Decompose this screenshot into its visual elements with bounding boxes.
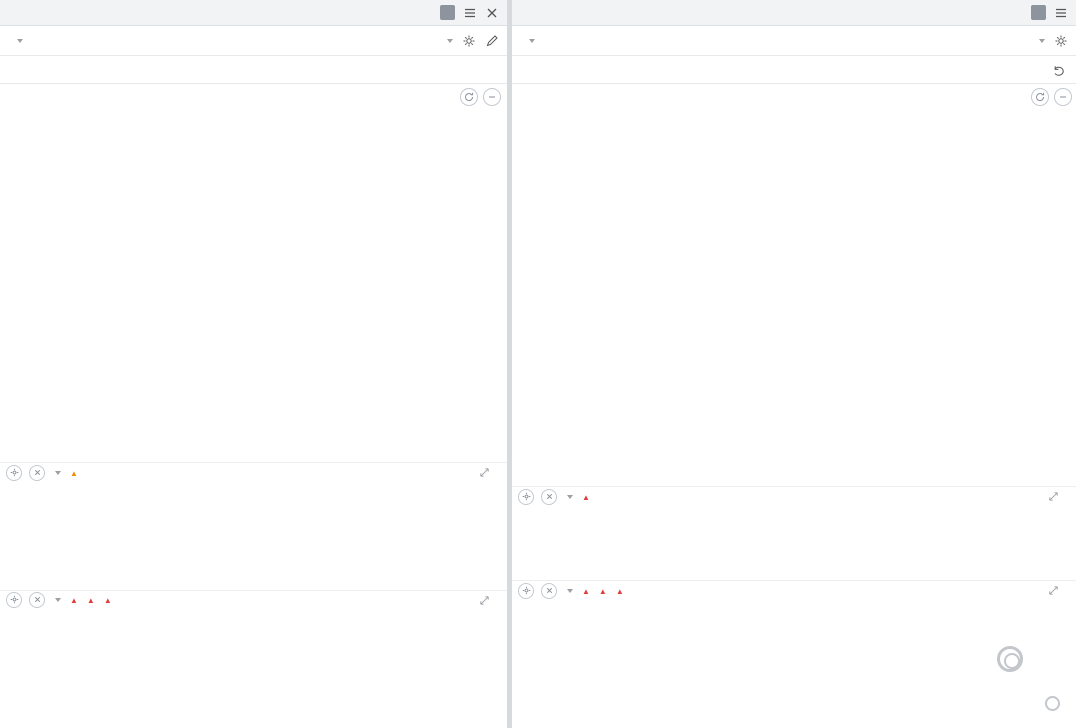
vol-value: ▲	[580, 491, 590, 503]
period-toolbar	[0, 26, 507, 56]
panel-a50: ▲ ▲ ▲ ▲	[0, 0, 507, 728]
volume-pane-header: ▲	[512, 486, 1076, 506]
macd-pane-header: ▲ ▲ ▲	[0, 590, 507, 608]
tiger-logo-icon	[997, 646, 1023, 672]
up-triangle-icon: ▲	[582, 586, 590, 596]
up-triangle-icon: ▲	[615, 586, 624, 596]
refresh-icon[interactable]	[1031, 88, 1049, 106]
pane-resize-icon[interactable]	[478, 594, 491, 607]
dif-value: ▲	[580, 585, 590, 597]
indicator-name-mavol[interactable]	[564, 494, 573, 499]
up-triangle-icon: ▲	[70, 468, 78, 478]
chevron-down-icon	[55, 597, 61, 602]
indicator-name-mavol[interactable]	[52, 470, 61, 475]
indicator-settings-icon[interactable]	[6, 591, 22, 608]
refresh-icon[interactable]	[460, 88, 478, 106]
up-triangle-icon: ▲	[582, 492, 590, 502]
main-chart-hsi[interactable]	[512, 84, 1076, 486]
undo-icon[interactable]	[1052, 63, 1066, 77]
main-chart-a50[interactable]	[0, 84, 507, 462]
volume-chart-hsi[interactable]	[512, 506, 1076, 580]
macd-chart-hsi[interactable]	[512, 600, 1076, 728]
dif-value: ▲	[68, 594, 78, 606]
indicator-settings-icon[interactable]	[6, 464, 22, 481]
chart-zone-hsi: ▲ ▲ ▲ ▲	[512, 84, 1076, 728]
zoom-out-icon[interactable]	[1054, 88, 1072, 106]
titlebar-a50	[0, 0, 507, 26]
window-number-badge[interactable]	[440, 5, 455, 20]
author-avatar-icon	[1045, 696, 1060, 711]
up-triangle-icon: ▲	[103, 595, 112, 605]
drawing-toolbar	[512, 56, 1076, 84]
chevron-down-icon	[1039, 39, 1045, 44]
volume-pane-header: ▲	[0, 462, 507, 482]
layout-list-icon[interactable]	[463, 6, 477, 20]
close-icon[interactable]	[485, 6, 499, 20]
indicator-close-icon[interactable]	[29, 591, 45, 608]
indicator-settings-icon[interactable]	[518, 488, 534, 505]
chart-quick-icons	[1031, 88, 1072, 106]
up-triangle-icon: ▲	[86, 595, 95, 605]
settings-gear-icon[interactable]	[1054, 34, 1068, 48]
macd-value: ▲	[102, 594, 112, 606]
interval-selector[interactable]	[520, 34, 541, 48]
display-menu[interactable]	[444, 34, 453, 48]
chevron-down-icon	[529, 39, 535, 44]
interval-selector[interactable]	[8, 34, 29, 48]
indicator-close-icon[interactable]	[29, 464, 45, 481]
dea-value: ▲	[85, 594, 95, 606]
chevron-down-icon	[447, 39, 453, 44]
chevron-down-icon	[17, 39, 23, 44]
vol-value: ▲	[68, 467, 78, 479]
pane-resize-icon[interactable]	[1047, 584, 1060, 597]
chart-quick-icons	[460, 88, 501, 106]
up-triangle-icon: ▲	[598, 586, 607, 596]
author-watermark	[1045, 696, 1066, 711]
macd-pane-header: ▲ ▲ ▲	[512, 580, 1076, 600]
panel-hsi: ▲ ▲ ▲ ▲	[512, 0, 1076, 728]
period-toolbar	[512, 26, 1076, 56]
macd-chart-a50[interactable]	[0, 608, 507, 728]
display-menu[interactable]	[1036, 34, 1045, 48]
chart-zone-a50: ▲ ▲ ▲ ▲	[0, 84, 507, 728]
dea-value: ▲	[597, 585, 607, 597]
drawing-toolbar	[0, 56, 507, 84]
zoom-out-icon[interactable]	[483, 88, 501, 106]
chevron-down-icon	[567, 588, 573, 593]
pane-resize-icon[interactable]	[478, 466, 491, 479]
pane-resize-icon[interactable]	[1047, 490, 1060, 503]
window-number-badge[interactable]	[1031, 5, 1046, 20]
indicator-settings-icon[interactable]	[518, 582, 534, 599]
indicator-close-icon[interactable]	[541, 488, 557, 505]
indicator-name-macd[interactable]	[564, 588, 573, 593]
titlebar-hsi	[512, 0, 1076, 26]
tiger-community-watermark	[997, 646, 1032, 672]
volume-chart-a50[interactable]	[0, 482, 507, 590]
layout-list-icon[interactable]	[1054, 6, 1068, 20]
edit-pencil-icon[interactable]	[485, 34, 499, 48]
indicator-close-icon[interactable]	[541, 582, 557, 599]
settings-gear-icon[interactable]	[462, 34, 476, 48]
chevron-down-icon	[567, 494, 573, 499]
macd-value: ▲	[614, 585, 624, 597]
up-triangle-icon: ▲	[70, 595, 78, 605]
chevron-down-icon	[55, 470, 61, 475]
indicator-name-macd[interactable]	[52, 597, 61, 602]
